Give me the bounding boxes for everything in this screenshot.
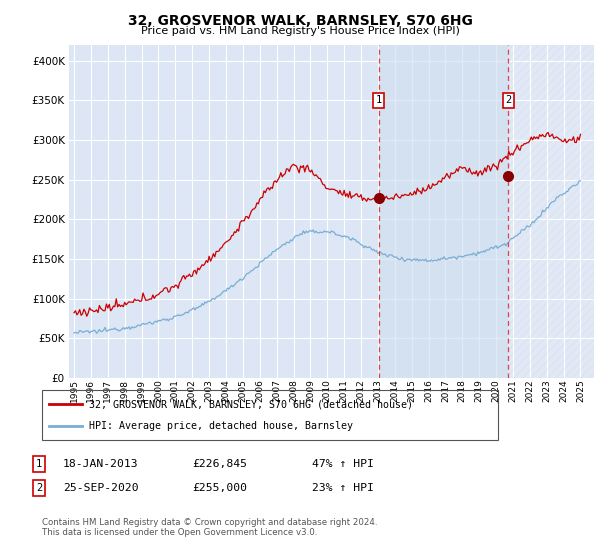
Text: Price paid vs. HM Land Registry's House Price Index (HPI): Price paid vs. HM Land Registry's House … <box>140 26 460 36</box>
Bar <box>379 45 508 378</box>
Bar <box>508 45 594 378</box>
Text: 1: 1 <box>376 95 382 105</box>
Text: 25-SEP-2020: 25-SEP-2020 <box>63 483 139 493</box>
Text: HPI: Average price, detached house, Barnsley: HPI: Average price, detached house, Barn… <box>89 421 353 431</box>
Text: 1: 1 <box>36 459 42 469</box>
Text: 32, GROSVENOR WALK, BARNSLEY, S70 6HG: 32, GROSVENOR WALK, BARNSLEY, S70 6HG <box>128 14 472 28</box>
Text: £255,000: £255,000 <box>192 483 247 493</box>
Text: 18-JAN-2013: 18-JAN-2013 <box>63 459 139 469</box>
Text: 2: 2 <box>505 95 512 105</box>
Text: 23% ↑ HPI: 23% ↑ HPI <box>312 483 374 493</box>
Text: 2: 2 <box>36 483 42 493</box>
Text: £226,845: £226,845 <box>192 459 247 469</box>
Text: 32, GROSVENOR WALK, BARNSLEY, S70 6HG (detached house): 32, GROSVENOR WALK, BARNSLEY, S70 6HG (d… <box>89 399 413 409</box>
Text: Contains HM Land Registry data © Crown copyright and database right 2024.
This d: Contains HM Land Registry data © Crown c… <box>42 518 377 538</box>
Text: 47% ↑ HPI: 47% ↑ HPI <box>312 459 374 469</box>
